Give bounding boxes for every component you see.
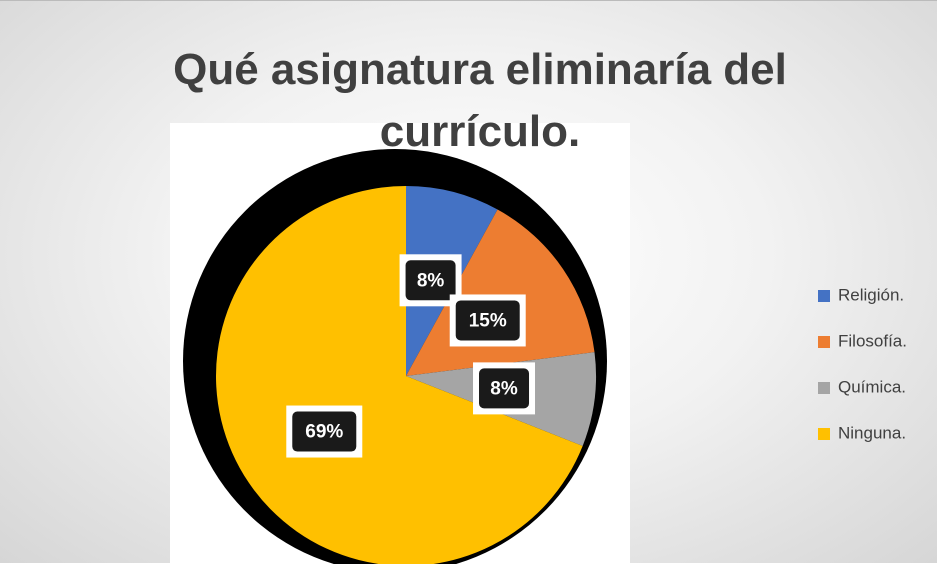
legend-label: Ninguna. [838,423,906,442]
data-label: 69% [305,422,343,443]
chart-title: Qué asignatura eliminaría del currículo. [173,45,787,156]
data-label: 15% [469,310,507,331]
data-label-bg [405,260,456,301]
legend-label: Religión. [838,285,904,304]
legend-swatch [818,382,830,394]
legend-label: Filosofía. [838,331,907,350]
legend-label: Química. [838,377,906,396]
data-label-bg [292,411,357,452]
data-label: 8% [490,378,518,399]
pie-slice [216,186,583,564]
legend-swatch [818,336,830,348]
legend-swatch [818,290,830,302]
legend-swatch [818,428,830,440]
data-label-bg [455,300,520,341]
data-label: 8% [417,270,445,291]
data-label-bg [479,368,530,409]
